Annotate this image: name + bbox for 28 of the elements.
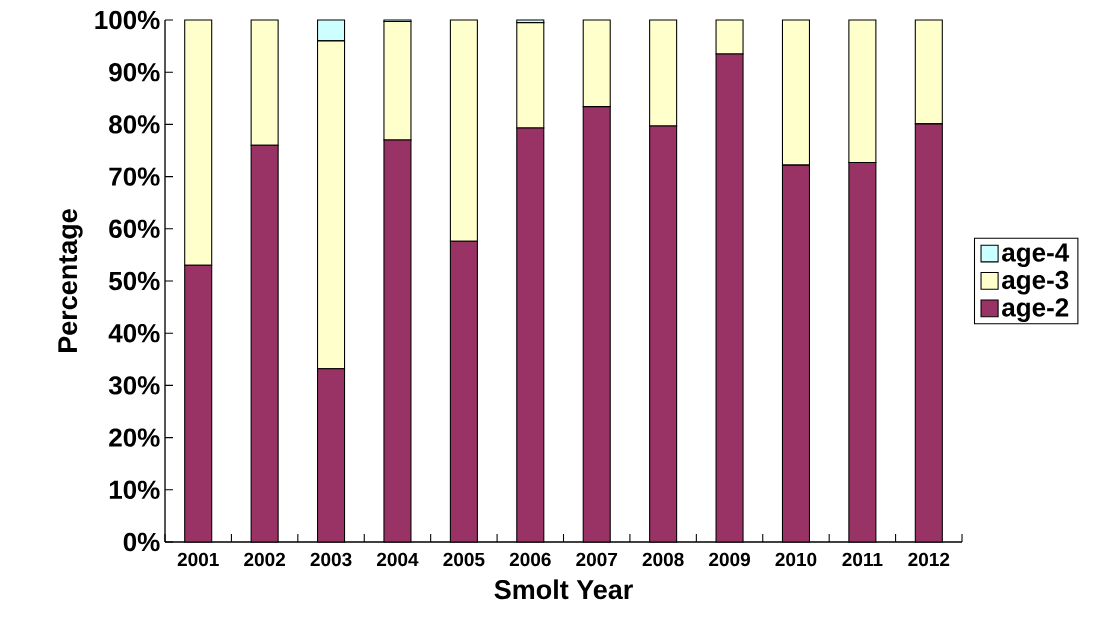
legend-label: age-3: [1002, 270, 1069, 295]
x-tick-label: 2002: [244, 552, 285, 567]
y-tick-label: 50%: [109, 271, 160, 291]
y-tick-label: 90%: [109, 63, 160, 82]
x-tick-label: 2009: [709, 552, 750, 567]
x-tick-label: 2004: [377, 552, 419, 567]
y-tick-label: 80%: [109, 115, 160, 134]
y-tick-label: 20%: [109, 428, 160, 447]
x-tick-label: 2006: [509, 552, 551, 567]
y-tick-label: 10%: [109, 480, 160, 499]
x-axis-title: Smolt Year: [494, 579, 633, 600]
x-tick-label: 2008: [642, 552, 684, 567]
y-tick-label: 100%: [95, 10, 160, 30]
x-tick-label: 2005: [443, 552, 485, 567]
y-tick-label: 30%: [108, 376, 160, 395]
y-tick-label: 70%: [109, 167, 160, 186]
legend-label: age-2: [1002, 298, 1069, 322]
y-tick-label: 0%: [123, 532, 160, 552]
x-tick-label: 2001: [177, 552, 219, 567]
legend-label: age-4: [1002, 243, 1070, 267]
y-tick-label: 40%: [108, 324, 160, 343]
y-axis-title: Percentage: [58, 209, 83, 352]
x-tick-label: 2012: [908, 552, 950, 567]
x-tick-label: 2003: [310, 552, 352, 567]
x-tick-label: 2011: [842, 552, 883, 567]
x-tick-label: 2010: [775, 552, 817, 567]
x-tick-label: 2007: [576, 552, 618, 567]
y-tick-label: 60%: [109, 219, 160, 238]
